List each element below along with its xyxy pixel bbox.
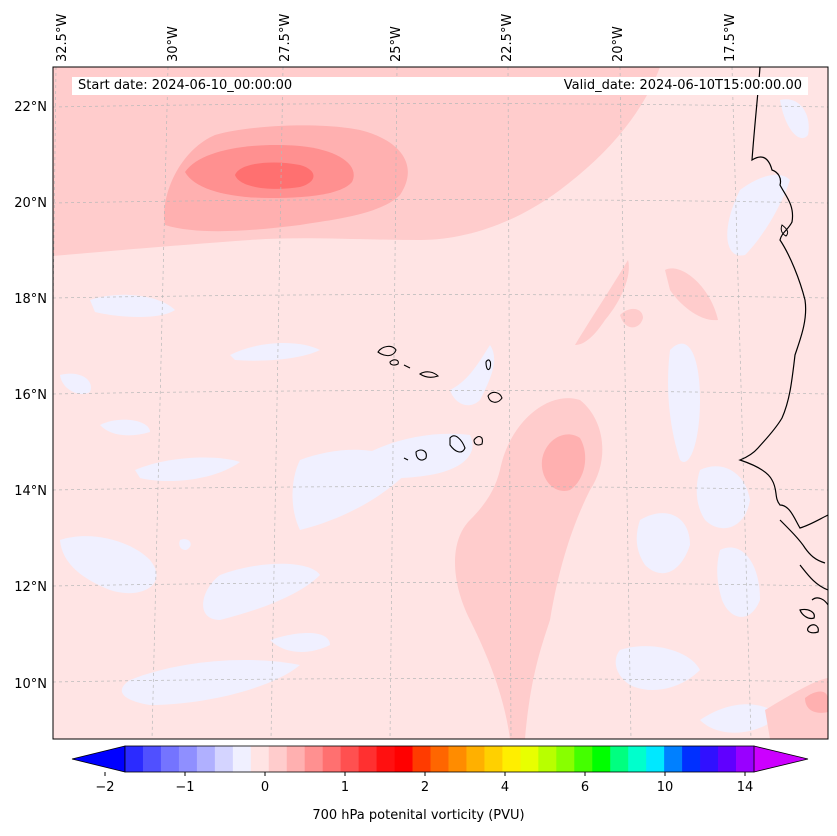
lat-label: 18°N xyxy=(14,292,47,307)
colorbar-swatch xyxy=(592,746,611,772)
colorbar-extend-max xyxy=(753,745,809,773)
colorbar-swatch xyxy=(250,746,270,772)
colorbar-swatch xyxy=(646,746,665,772)
colorbar-tick-label: −1 xyxy=(175,780,194,795)
pv-contour-pink-se xyxy=(765,678,828,739)
colorbar-swatch xyxy=(196,746,216,772)
pv-contour-pink-east-2 xyxy=(620,308,643,328)
colorbar-swatch xyxy=(142,746,162,772)
colorbar-swatch xyxy=(322,746,342,772)
colorbar-tick-label: −2 xyxy=(95,780,114,795)
colorbar-swatch xyxy=(700,746,719,772)
colorbar-swatch xyxy=(125,746,144,772)
colorbar-tick-label: 0 xyxy=(261,780,269,795)
lon-label: 20°W xyxy=(611,26,626,62)
lat-label: 20°N xyxy=(14,196,47,211)
negative-pv-patches xyxy=(60,99,809,733)
colorbar-extend-min xyxy=(71,745,126,773)
colorbar-swatch xyxy=(502,746,521,772)
colorbar-swatch xyxy=(340,746,360,772)
start-date-label: Start date: 2024-06-10_00:00:00 xyxy=(72,77,458,95)
colorbar-swatch xyxy=(376,746,395,772)
colorbar-swatch xyxy=(394,746,413,772)
colorbar-tick-label: 10 xyxy=(657,780,674,795)
pv-contour-medium-se xyxy=(805,691,828,713)
colorbar-swatch xyxy=(520,746,539,772)
colorbar-swatch xyxy=(556,746,575,772)
colorbar-swatch xyxy=(286,746,306,772)
colorbar-swatch xyxy=(358,746,377,772)
africa-coastline xyxy=(738,67,828,529)
colorbar-swatch xyxy=(448,746,467,772)
colorbar-swatch xyxy=(178,746,198,772)
lat-label: 16°N xyxy=(14,388,47,403)
colorbar-swatch xyxy=(484,746,503,772)
cape-verde-islands xyxy=(377,345,503,461)
colorbar-tick-label: 2 xyxy=(421,780,429,795)
coastline-inlet xyxy=(780,224,789,237)
colorbar xyxy=(71,745,809,773)
colorbar-swatch xyxy=(412,746,431,772)
colorbar-tick-label: 14 xyxy=(737,780,754,795)
colorbar-swatch xyxy=(160,746,180,772)
colorbar-swatch xyxy=(610,746,629,772)
colorbar-swatch xyxy=(574,746,593,772)
colorbar-swatch xyxy=(718,746,737,772)
lon-label: 32.5°W xyxy=(55,14,70,62)
colorbar-tick-label: 1 xyxy=(341,780,349,795)
colorbar-swatch xyxy=(664,746,683,772)
pv-contour-core-north xyxy=(235,162,314,189)
pv-contour-pink-east xyxy=(575,260,629,345)
colorbar-swatch xyxy=(304,746,324,772)
lat-label: 14°N xyxy=(14,484,47,499)
colorbar-swatch xyxy=(430,746,449,772)
valid-date-label: Valid_date: 2024-06-10T15:00:00.00 xyxy=(452,77,808,95)
latitude-labels: 22°N 20°N 18°N 16°N 14°N 12°N 10°N xyxy=(14,100,47,692)
colorbar-ticks: −2 −1 0 1 2 4 6 10 14 xyxy=(95,772,753,795)
lon-label: 27.5°W xyxy=(278,14,293,62)
colorbar-swatch xyxy=(538,746,557,772)
colorbar-swatch xyxy=(628,746,647,772)
lon-label: 30°W xyxy=(166,26,181,62)
lon-label: 25°W xyxy=(389,26,404,62)
lat-label: 22°N xyxy=(14,100,47,115)
colorbar-label: 700 hPa potenital vorticity (PVU) xyxy=(312,808,525,823)
colorbar-swatch xyxy=(214,746,234,772)
colorbar-tick-label: 4 xyxy=(501,780,509,795)
longitude-labels: 32.5°W 30°W 27.5°W 25°W 22.5°W 20°W 17.5… xyxy=(55,14,738,62)
colorbar-swatch xyxy=(736,746,755,772)
lon-label: 22.5°W xyxy=(500,14,515,62)
lat-label: 12°N xyxy=(14,580,47,595)
africa-coastline-south xyxy=(779,519,828,634)
map-frame xyxy=(52,66,829,740)
lon-label: 17.5°W xyxy=(723,14,738,62)
pv-contour-pink-east-3 xyxy=(665,268,718,321)
graticule xyxy=(53,67,828,739)
colorbar-swatch xyxy=(682,746,701,772)
colorbar-swatch xyxy=(232,746,252,772)
colorbar-swatch xyxy=(268,746,288,772)
pv-contour-medium-south xyxy=(541,434,586,491)
colorbar-swatch xyxy=(466,746,485,772)
colorbar-frame xyxy=(124,745,755,773)
colorbar-tick-label: 6 xyxy=(581,780,589,795)
lat-label: 10°N xyxy=(14,677,47,692)
